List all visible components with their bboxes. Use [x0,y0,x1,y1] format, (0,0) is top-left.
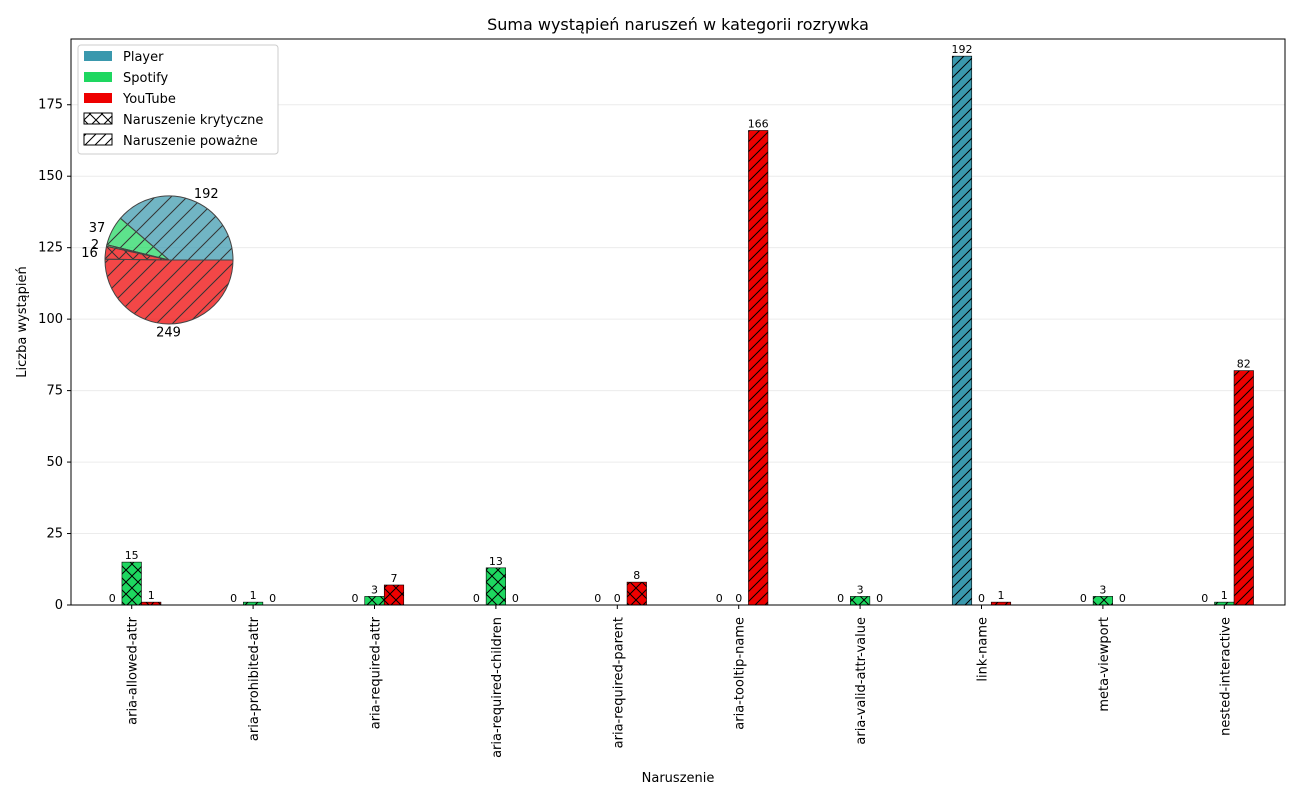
bar-value-label: 0 [1119,592,1126,605]
pie-inset: 192 37 216 249 [81,187,234,341]
x-tick-label: aria-valid-attr-value [854,617,869,745]
pie-label: 16 [81,246,98,261]
bar-value-label: 1 [998,589,1005,602]
legend-swatch-serious [83,133,113,146]
y-tick-label: 75 [46,384,63,399]
x-tick-label: meta-viewport [1097,617,1112,712]
legend-swatch-critical [83,112,113,125]
bar-value-label: 192 [952,43,973,56]
legend-label-youtube: YouTube [122,92,176,107]
bar-hatch-player-link-name [951,55,973,606]
legend-box [77,44,279,155]
y-axis: 0 25 50 75 100 125 150 175 [38,98,71,613]
legend-swatch-youtube [84,93,112,103]
y-tick-label: 175 [38,98,63,113]
y-axis-label: Liczba wystąpień [15,266,30,377]
y-tick-label: 25 [46,527,63,542]
legend-label-critical: Naruszenie krytyczne [123,113,263,128]
bar-value-label: 0 [716,592,723,605]
bar-value-label: 8 [633,569,640,582]
pie-slice-hatch-249 [104,258,234,325]
y-tick-label: 125 [38,241,63,256]
x-tick-label: aria-tooltip-name [733,617,748,730]
bar-value-label: 166 [748,117,769,130]
x-tick-label: aria-required-parent [611,617,626,748]
pie-label: 37 [89,221,106,236]
bar-hatch-youtube-aria-required-parent [626,581,647,606]
x-tick-label: link-name [976,617,991,682]
bar-hatch-youtube-aria-tooltip-name [748,130,769,606]
x-tick-label: aria-required-attr [369,616,384,729]
x-tick-label: aria-allowed-attr [126,616,141,724]
bar-value-label: 0 [837,592,844,605]
legend-label-player: Player [123,50,164,65]
x-axis: aria-allowed-attr aria-prohibited-attr ari… [126,605,1233,758]
pie-label: 2 [91,238,99,253]
y-tick-label: 100 [38,312,63,327]
bar-value-label: 1 [1221,589,1228,602]
chart-title: Suma wystąpień naruszeń w kategorii rozr… [487,15,869,34]
x-tick-label: nested-interactive [1218,617,1233,736]
bar-value-label: 0 [735,592,742,605]
legend-swatch-player [84,51,112,61]
bar-value-label: 0 [978,592,985,605]
bar-hatch-youtube-nested-interactive [1233,370,1254,606]
bar-value-label: 0 [269,592,276,605]
bar-value-label: 3 [1099,583,1106,596]
grid [71,104,1285,606]
bar-value-label: 0 [230,592,237,605]
legend-label-spotify: Spotify [123,71,169,86]
bar-value-label: 15 [125,549,139,562]
bar-hatch-spotify-aria-required-children [485,567,506,606]
bar-value-label: 0 [473,592,480,605]
bar-value-label: 1 [250,589,257,602]
bar-value-label: 0 [352,592,359,605]
bars [121,55,1254,606]
y-tick-label: 150 [38,169,63,184]
legend: Player Spotify YouTube Naruszenie krytyc… [77,44,279,155]
bar-value-label: 0 [1080,592,1087,605]
bar-hatch-spotify-aria-required-attr [364,596,385,606]
bar-value-label: 3 [857,583,864,596]
plot-frame [70,38,1286,606]
bar-value-label: 0 [512,592,519,605]
y-tick-label: 50 [46,455,63,470]
bar-hatch-youtube-aria-required-attr [383,584,405,606]
bar-hatch-spotify-aria-valid-attr-value [850,596,871,606]
bar-value-label: 13 [489,555,503,568]
legend-swatch-spotify [84,72,112,82]
legend-label-serious: Naruszenie poważne [123,134,258,149]
x-axis-label: Naruszenie [642,771,715,786]
x-tick-label: aria-prohibited-attr [247,616,262,741]
bar-value-label: 3 [371,583,378,596]
x-tick-label: aria-required-children [490,617,505,758]
bar-value-label: 0 [614,592,621,605]
y-tick-label: 0 [55,598,63,613]
bar-value-label: 0 [1201,592,1208,605]
bar-value-label: 82 [1237,358,1251,371]
bar-value-label: 0 [876,592,883,605]
bar-hatch-spotify-meta-viewport [1092,596,1113,606]
bar-value-label: 0 [594,592,601,605]
bar-hatch-spotify-aria-allowed-attr [121,561,142,606]
pie-slice-hatch-192 [119,195,234,261]
pie-label: 249 [156,326,181,341]
bar-value-label: 0 [109,592,116,605]
bar-value-label: 7 [391,572,398,585]
pie-label: 192 [194,187,219,202]
bar-value-label: 1 [148,589,155,602]
